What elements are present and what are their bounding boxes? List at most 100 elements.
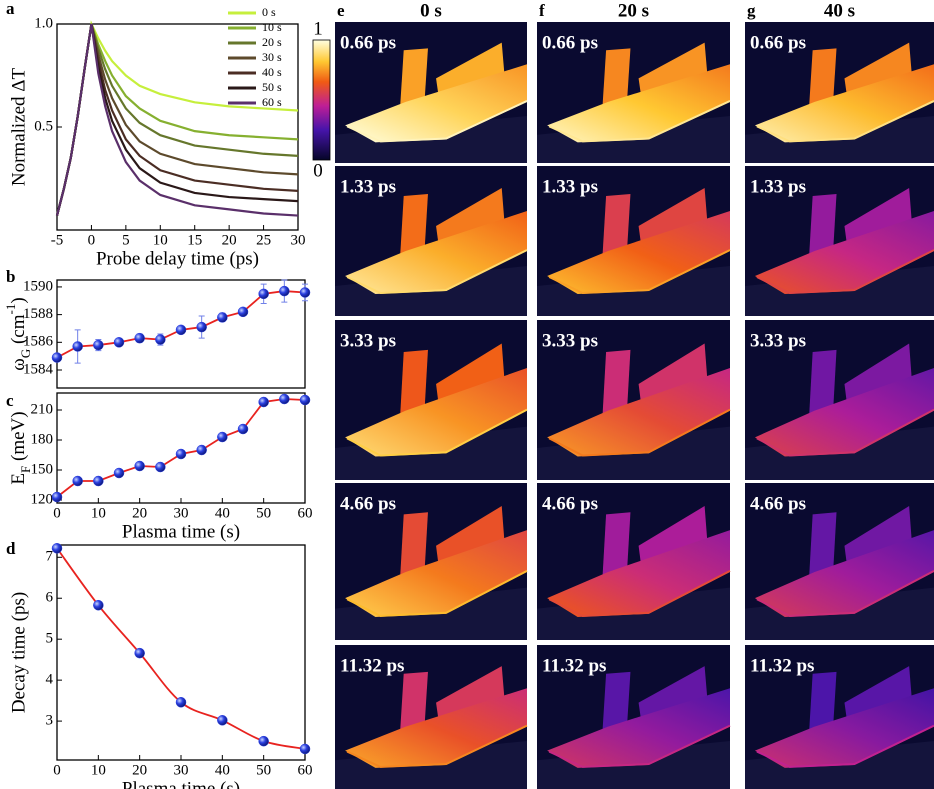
time-label: 1.33 ps [750,176,806,197]
data-point [72,475,83,487]
legend-label: 50 s [262,80,282,94]
x-tick-label: 60 [298,762,313,778]
data-point [279,393,290,405]
y-tick-label: 0.5 [34,118,53,134]
data-point [299,287,311,298]
x-tick-label: 20 [222,232,237,248]
x-tick-label: 25 [256,232,271,248]
x-tick-label: 10 [91,505,106,521]
y-tick-label: 1588 [23,306,53,322]
image-cell: 1.33 ps [537,166,731,316]
image-cell: 0.66 ps [335,22,528,163]
y-tick-label: 3 [46,713,54,729]
image-cell: 4.66 ps [745,483,934,640]
y-tick-label: 1584 [23,361,54,377]
x-tick-label: 40 [215,762,230,778]
y-tick-label: 7 [46,549,54,565]
time-label: 3.33 ps [340,330,396,351]
flake-edge [548,100,731,143]
data-point [258,288,269,300]
time-label: 3.33 ps [750,330,806,351]
time-label: 1.33 ps [542,176,598,197]
x-tick-label: 20 [132,762,147,778]
flake-edge [346,570,528,617]
data-point [72,341,83,352]
time-label: 3.33 ps [542,330,598,351]
panel-label: c [6,391,14,410]
image-cell: 3.33 ps [537,320,731,480]
label-part: ω [8,358,29,371]
column-title: 20 s [618,0,649,21]
data-point [175,448,187,460]
y-tick-label: 1.0 [34,15,53,31]
panel-label: e [337,1,345,20]
data-point [51,352,63,363]
x-tick-label: 10 [91,762,106,778]
label-part: E [8,473,29,485]
data-point [113,337,125,348]
data-point [237,423,249,435]
x-tick-label: 50 [256,762,271,778]
x-tick-label: 50 [256,505,271,521]
x-tick-label: -5 [51,232,64,248]
label-part: ) [8,297,29,303]
data-point [93,339,104,351]
colorbar-label: 1 [313,18,323,39]
label-part: (cm [8,314,29,349]
panel-label: a [6,0,15,18]
y-tick-label: 150 [31,461,54,477]
image-cell: 3.33 ps [335,320,528,480]
plot-frame [56,279,306,389]
flake-edge [346,724,528,768]
y-tick-label: 5 [46,631,54,647]
x-tick-label: 30 [174,505,189,521]
flake-edge [756,408,934,457]
column-title: 0 s [420,0,442,21]
data-point [299,394,311,406]
legend-label: 20 s [262,35,282,49]
data-point [196,321,207,333]
image-cell: 4.66 ps [537,483,731,640]
image-cell: 1.33 ps [335,166,528,316]
y-tick-label: 210 [31,401,54,417]
panel-label: d [6,539,16,558]
image-cell: 11.32 ps [335,645,528,789]
y-tick-label: 6 [46,590,54,606]
x-tick-label: 0 [53,505,61,521]
x-tick-label: 5 [122,232,130,248]
flake-edge [756,100,934,143]
image-cell: 11.32 ps [745,645,934,789]
time-label: 0.66 ps [750,32,806,53]
image-cell: 3.33 ps [745,320,934,480]
x-tick-label: 0 [53,762,61,778]
label-part: (meV) [8,411,29,465]
y-tick-label: 180 [31,431,54,447]
image-cell: 0.66 ps [745,22,934,163]
data-point [217,312,228,323]
column-title: 40 s [824,0,855,21]
series-line [55,23,299,217]
x-tick-label: 10 [153,232,168,248]
time-label: 4.66 ps [750,493,806,514]
axis-label: Normalized ΔT [8,67,29,186]
data-point [113,467,125,479]
label-part: F [18,466,33,473]
axis-label: Plasma time (s) [122,778,240,789]
time-label: 0.66 ps [542,32,598,53]
flake-edge [548,249,731,295]
axis-label: Probe delay time (ps) [96,248,259,269]
x-tick-label: 30 [174,762,189,778]
x-tick-label: 60 [298,505,313,521]
y-tick-label: 120 [31,491,54,507]
x-tick-label: 40 [215,505,230,521]
series-line [56,547,306,750]
label-part: -1 [3,304,18,315]
time-label: 0.66 ps [340,32,396,53]
flake-edge [548,408,731,457]
time-label: 11.32 ps [542,655,606,676]
image-cell: 0.66 ps [537,22,731,163]
data-point [237,306,249,318]
data-point [175,697,187,708]
time-label: 4.66 ps [542,493,598,514]
data-point [279,285,290,297]
